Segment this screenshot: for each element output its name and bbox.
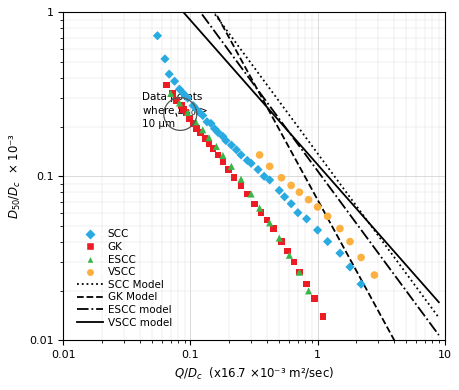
Point	[196, 109, 203, 115]
X-axis label: $Q/D_c$  (x16.7 ×10⁻³ m²/sec): $Q/D_c$ (x16.7 ×10⁻³ m²/sec)	[174, 365, 333, 382]
Point	[165, 71, 173, 77]
Point	[357, 281, 364, 287]
Point	[178, 103, 185, 109]
Point	[277, 175, 285, 181]
Point	[275, 187, 282, 193]
Point	[219, 152, 226, 159]
Point	[280, 194, 288, 200]
Point	[287, 182, 294, 188]
Point	[257, 209, 264, 216]
Point	[184, 109, 191, 115]
Text: Data points
where $D_{50}$ >
10 μm: Data points where $D_{50}$ > 10 μm	[142, 92, 207, 129]
Point	[185, 115, 193, 122]
Point	[170, 78, 178, 84]
Point	[277, 238, 285, 245]
Point	[205, 135, 212, 141]
Point	[168, 90, 176, 97]
Point	[295, 269, 302, 275]
Point	[179, 90, 187, 97]
Point	[243, 191, 251, 197]
Point	[265, 163, 273, 170]
Legend: SCC, GK, ESCC, VSCC, SCC Model, GK Model, ESCC model, VSCC model: SCC, GK, ESCC, VSCC, SCC Model, GK Model…	[72, 225, 176, 332]
Point	[313, 204, 320, 210]
Point	[287, 201, 294, 207]
Point	[191, 119, 199, 125]
Point	[182, 109, 189, 115]
Point	[336, 250, 343, 256]
Point	[304, 197, 312, 203]
Point	[319, 313, 326, 319]
Point	[346, 238, 353, 245]
Point	[275, 235, 282, 241]
Point	[304, 288, 312, 294]
Point	[189, 121, 196, 127]
Point	[209, 145, 216, 151]
Point	[222, 138, 229, 144]
Point	[203, 119, 210, 125]
Point	[269, 225, 277, 232]
Point	[211, 126, 218, 132]
Point	[227, 142, 235, 148]
Point	[346, 264, 353, 270]
Point	[161, 56, 168, 62]
Point	[214, 152, 221, 158]
Point	[179, 106, 187, 113]
Point	[189, 103, 196, 109]
Point	[175, 100, 183, 106]
Point	[294, 209, 301, 216]
Point	[193, 126, 200, 132]
Point	[196, 129, 204, 136]
Point	[285, 252, 292, 259]
Point	[255, 205, 263, 211]
Point	[370, 272, 377, 278]
Point	[313, 227, 320, 233]
Point	[237, 152, 244, 158]
Point	[201, 135, 208, 142]
Point	[184, 95, 191, 101]
Point	[205, 141, 212, 147]
Point	[302, 216, 310, 222]
Point	[243, 157, 251, 163]
Point	[232, 147, 240, 153]
Point	[175, 86, 183, 92]
Point	[302, 281, 310, 287]
Point	[162, 82, 170, 88]
Point	[199, 112, 206, 119]
Point	[247, 160, 254, 167]
Point	[224, 167, 232, 173]
Point	[219, 159, 226, 165]
Point	[193, 106, 200, 113]
Point	[290, 259, 297, 265]
Point	[219, 133, 226, 140]
Point	[254, 167, 261, 173]
Point	[255, 152, 263, 158]
Y-axis label: $D_{50}/D_c$  × 10⁻³: $D_{50}/D_c$ × 10⁻³	[8, 133, 23, 219]
Point	[199, 127, 206, 133]
Point	[295, 269, 302, 275]
Point	[295, 189, 302, 195]
Point	[173, 98, 180, 104]
Point	[357, 254, 364, 261]
Point	[260, 173, 267, 179]
Point	[153, 33, 161, 39]
Point	[214, 129, 221, 136]
Point	[247, 191, 254, 197]
Point	[212, 144, 219, 150]
Point	[251, 201, 258, 207]
Point	[237, 176, 244, 183]
Point	[283, 248, 291, 254]
Point	[323, 213, 330, 220]
Point	[230, 175, 237, 181]
Point	[167, 90, 174, 97]
Point	[310, 295, 318, 301]
Point	[237, 182, 244, 188]
Point	[336, 225, 343, 232]
Point	[263, 217, 270, 223]
Point	[265, 177, 273, 183]
Point	[323, 238, 330, 245]
Point	[207, 121, 214, 127]
Point	[265, 220, 273, 226]
Point	[227, 163, 235, 170]
